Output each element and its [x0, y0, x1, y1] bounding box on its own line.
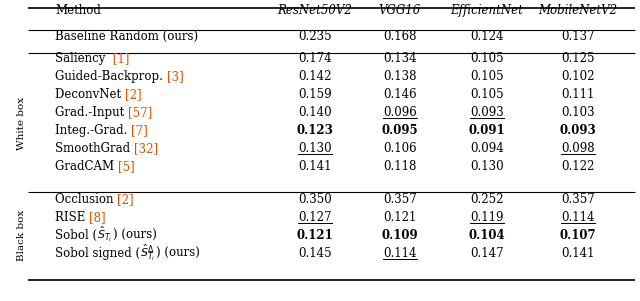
Text: 0.118: 0.118 [383, 160, 417, 173]
Text: 0.127: 0.127 [298, 211, 332, 224]
Text: [1]: [1] [109, 52, 129, 65]
Text: DeconvNet: DeconvNet [55, 88, 125, 101]
Text: 0.235: 0.235 [298, 30, 332, 43]
Text: 0.106: 0.106 [383, 142, 417, 155]
Text: [2]: [2] [125, 88, 141, 101]
Text: 0.140: 0.140 [298, 106, 332, 119]
Text: 0.121: 0.121 [383, 211, 417, 224]
Text: 0.125: 0.125 [561, 52, 595, 65]
Text: 0.103: 0.103 [561, 106, 595, 119]
Text: ) (ours): ) (ours) [113, 229, 156, 242]
Text: 0.095: 0.095 [381, 124, 419, 137]
Text: 0.357: 0.357 [383, 193, 417, 206]
Text: Guided-Backprop.: Guided-Backprop. [55, 70, 166, 83]
Text: 0.141: 0.141 [298, 160, 332, 173]
Text: 0.252: 0.252 [470, 193, 504, 206]
Text: [8]: [8] [89, 211, 106, 224]
Text: 0.093: 0.093 [559, 124, 596, 137]
Text: 0.114: 0.114 [383, 247, 417, 260]
Text: [7]: [7] [131, 124, 148, 137]
Text: SmoothGrad: SmoothGrad [55, 142, 134, 155]
Text: 0.134: 0.134 [383, 52, 417, 65]
Text: 0.105: 0.105 [470, 52, 504, 65]
Text: EfficientNet: EfficientNet [451, 4, 524, 17]
Text: 0.122: 0.122 [561, 160, 595, 173]
Text: 0.350: 0.350 [298, 193, 332, 206]
Text: 0.093: 0.093 [470, 106, 504, 119]
Text: MobileNetV2: MobileNetV2 [538, 4, 618, 17]
Text: 0.168: 0.168 [383, 30, 417, 43]
Text: 0.091: 0.091 [468, 124, 506, 137]
Text: 0.174: 0.174 [298, 52, 332, 65]
Text: 0.121: 0.121 [296, 229, 333, 242]
Text: Baseline Random (ours): Baseline Random (ours) [55, 30, 198, 43]
Text: 0.096: 0.096 [383, 106, 417, 119]
Text: 0.102: 0.102 [561, 70, 595, 83]
Text: 0.111: 0.111 [561, 88, 595, 101]
Text: Grad.-Input: Grad.-Input [55, 106, 128, 119]
Text: 0.130: 0.130 [298, 142, 332, 155]
Text: White box: White box [17, 96, 26, 150]
Text: 0.145: 0.145 [298, 247, 332, 260]
Text: [2]: [2] [117, 193, 134, 206]
Text: 0.119: 0.119 [470, 211, 504, 224]
Text: Black box: Black box [17, 209, 26, 261]
Text: 0.114: 0.114 [561, 211, 595, 224]
Text: $\hat{S}_{T_i}$: $\hat{S}_{T_i}$ [97, 225, 113, 244]
Text: 0.147: 0.147 [470, 247, 504, 260]
Text: VGG16: VGG16 [379, 4, 421, 17]
Text: Method: Method [55, 4, 101, 17]
Text: [5]: [5] [118, 160, 134, 173]
Text: $\hat{S}^{\Delta}_{T_i}$: $\hat{S}^{\Delta}_{T_i}$ [140, 243, 156, 263]
Text: 0.105: 0.105 [470, 88, 504, 101]
Text: 0.146: 0.146 [383, 88, 417, 101]
Text: 0.107: 0.107 [560, 229, 596, 242]
Text: 0.094: 0.094 [470, 142, 504, 155]
Text: 0.137: 0.137 [561, 30, 595, 43]
Text: GradCAM: GradCAM [55, 160, 118, 173]
Text: 0.141: 0.141 [561, 247, 595, 260]
Text: ) (ours): ) (ours) [156, 247, 200, 260]
Text: 0.123: 0.123 [296, 124, 333, 137]
Text: Sobol (: Sobol ( [55, 229, 97, 242]
Text: 0.138: 0.138 [383, 70, 417, 83]
Text: 0.104: 0.104 [468, 229, 506, 242]
Text: ResNet50V2: ResNet50V2 [278, 4, 353, 17]
Text: 0.105: 0.105 [470, 70, 504, 83]
Text: 0.124: 0.124 [470, 30, 504, 43]
Text: Sobol signed (: Sobol signed ( [55, 247, 140, 260]
Text: [32]: [32] [134, 142, 158, 155]
Text: 0.142: 0.142 [298, 70, 332, 83]
Text: 0.159: 0.159 [298, 88, 332, 101]
Text: [57]: [57] [128, 106, 152, 119]
Text: RISE: RISE [55, 211, 89, 224]
Text: Integ.-Grad.: Integ.-Grad. [55, 124, 131, 137]
Text: [3]: [3] [166, 70, 184, 83]
Text: 0.109: 0.109 [381, 229, 419, 242]
Text: Occlusion: Occlusion [55, 193, 117, 206]
Text: 0.130: 0.130 [470, 160, 504, 173]
Text: 0.098: 0.098 [561, 142, 595, 155]
Text: Saliency: Saliency [55, 52, 109, 65]
Text: 0.357: 0.357 [561, 193, 595, 206]
